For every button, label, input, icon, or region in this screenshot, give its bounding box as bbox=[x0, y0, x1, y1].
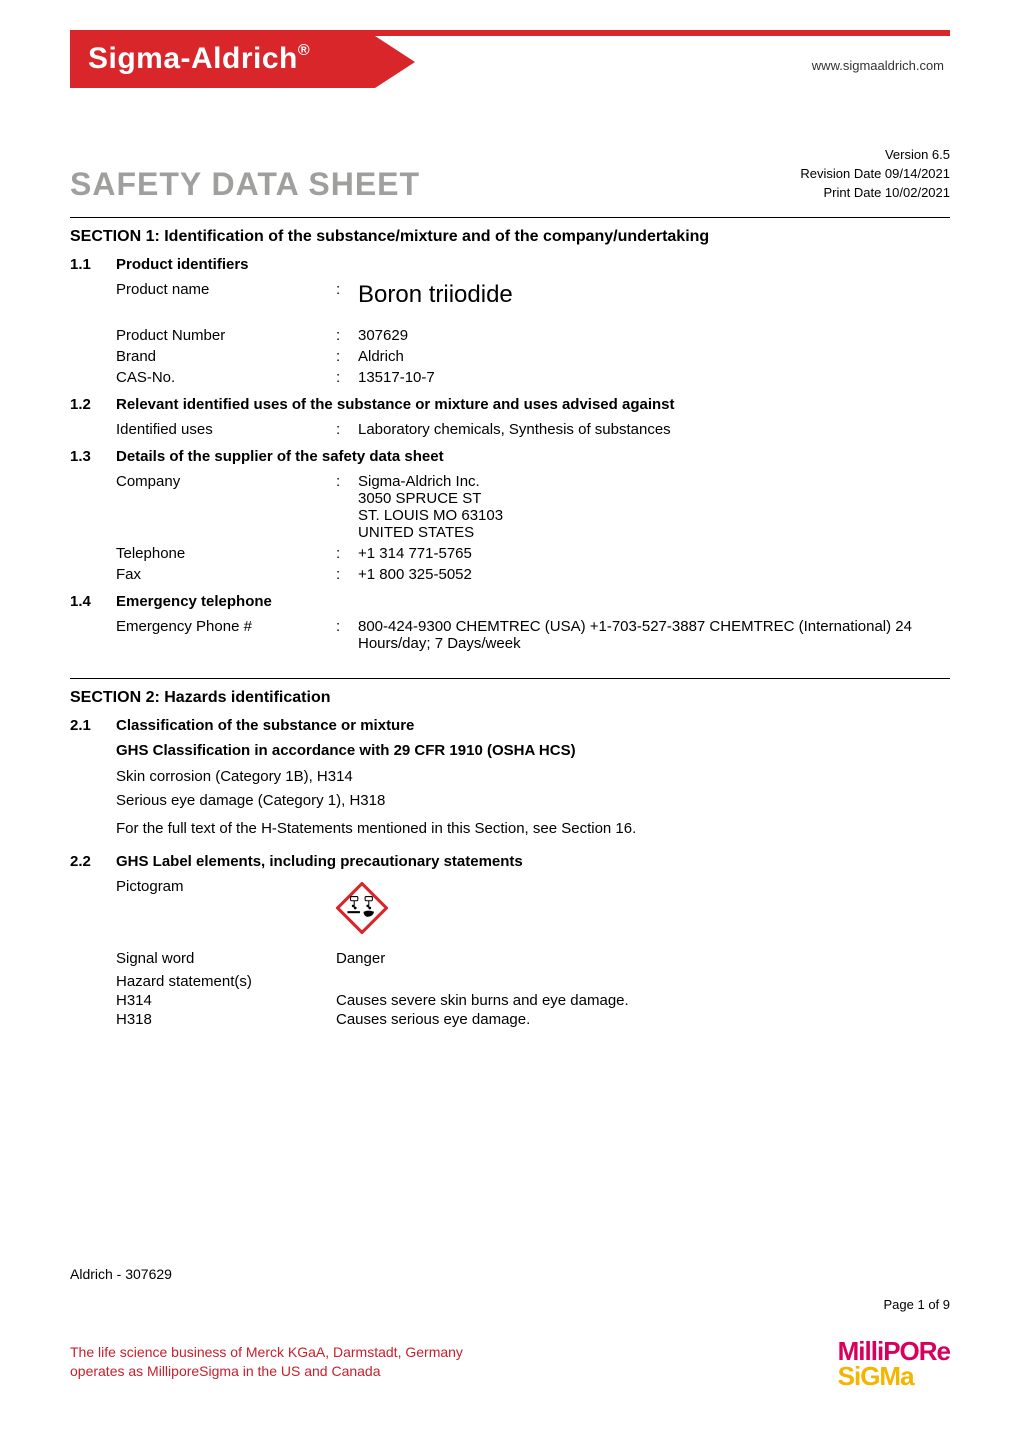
kv-colon: : bbox=[336, 281, 358, 309]
subsection-num: 1.4 bbox=[70, 593, 116, 656]
pictogram-label: Pictogram bbox=[116, 878, 336, 948]
subsection-1-4: 1.4 Emergency telephone Emergency Phone … bbox=[70, 593, 950, 656]
hazard-code: H314 bbox=[116, 992, 336, 1009]
kv-value: Laboratory chemicals, Synthesis of subst… bbox=[358, 421, 950, 438]
kv-product-name: Product name : Boron triiodide bbox=[116, 281, 950, 309]
kv-colon: : bbox=[336, 327, 358, 344]
footer-product-ref: Aldrich - 307629 bbox=[70, 1266, 172, 1282]
subsection-num: 1.2 bbox=[70, 396, 116, 442]
signal-word-value: Danger bbox=[336, 950, 950, 967]
subsection-title: Details of the supplier of the safety da… bbox=[116, 448, 950, 465]
kv-value: 13517-10-7 bbox=[358, 369, 950, 386]
hazard-text: Causes severe skin burns and eye damage. bbox=[336, 992, 950, 1009]
kv-telephone: Telephone : +1 314 771-5765 bbox=[116, 545, 950, 562]
subsection-title: GHS Label elements, including precaution… bbox=[116, 853, 950, 870]
subsection-num: 2.2 bbox=[70, 853, 116, 1030]
classification-footnote: For the full text of the H-Statements me… bbox=[116, 819, 950, 839]
hazard-h318-row: H318 Causes serious eye damage. bbox=[116, 1011, 950, 1028]
kv-brand: Brand : Aldrich bbox=[116, 348, 950, 365]
header-row: Sigma-Aldrich® www.sigmaaldrich.com bbox=[70, 36, 950, 114]
sds-version: Version 6.5 bbox=[800, 146, 950, 165]
kv-colon: : bbox=[336, 473, 358, 490]
sds-revision-date: Revision Date 09/14/2021 bbox=[800, 165, 950, 184]
hazard-h314-row: H314 Causes severe skin burns and eye da… bbox=[116, 992, 950, 1009]
sds-print-date: Print Date 10/02/2021 bbox=[800, 184, 950, 203]
kv-colon: : bbox=[336, 618, 358, 635]
brand-url: www.sigmaaldrich.com bbox=[812, 58, 944, 73]
section1-rule bbox=[70, 217, 950, 218]
kv-colon: : bbox=[336, 566, 358, 583]
milliporesigma-logo: MilliPORe SiGMa bbox=[838, 1336, 950, 1392]
subsection-1-3: 1.3 Details of the supplier of the safet… bbox=[70, 448, 950, 587]
signal-word-label: Signal word bbox=[116, 950, 336, 967]
section2-title: SECTION 2: Hazards identification bbox=[70, 689, 950, 707]
kv-value: Aldrich bbox=[358, 348, 950, 365]
signal-word-row: Signal word Danger bbox=[116, 950, 950, 967]
subsection-2-1: 2.1 Classification of the substance or m… bbox=[70, 717, 950, 848]
kv-value: 800-424-9300 CHEMTREC (USA) +1-703-527-3… bbox=[358, 618, 950, 652]
kv-colon: : bbox=[336, 348, 358, 365]
hazard-statement-blank bbox=[336, 973, 950, 990]
logo-wordmark: Sigma-Aldrich bbox=[88, 42, 298, 75]
kv-value: +1 314 771-5765 bbox=[358, 545, 950, 562]
subsection-title: Relevant identified uses of the substanc… bbox=[116, 396, 950, 413]
subsection-num: 1.1 bbox=[70, 256, 116, 390]
kv-key: Brand bbox=[116, 348, 336, 365]
subsection-num: 2.1 bbox=[70, 717, 116, 848]
subsection-title: Classification of the substance or mixtu… bbox=[116, 717, 950, 734]
page-number: Page 1 of 9 bbox=[884, 1297, 951, 1312]
kv-key: Product Number bbox=[116, 327, 336, 344]
kv-key: CAS-No. bbox=[116, 369, 336, 386]
ghs-classification-title: GHS Classification in accordance with 29… bbox=[116, 742, 950, 759]
kv-key: Product name bbox=[116, 281, 336, 309]
footer-note-line1: The life science business of Merck KGaA,… bbox=[70, 1344, 463, 1360]
kv-value: 307629 bbox=[358, 327, 950, 344]
classification-line: Skin corrosion (Category 1B), H314 bbox=[116, 767, 950, 787]
sds-title-row: SAFETY DATA SHEET Version 6.5 Revision D… bbox=[70, 146, 950, 203]
kv-company: Company : Sigma-Aldrich Inc. 3050 SPRUCE… bbox=[116, 473, 950, 541]
ghs-corrosion-pictogram-icon bbox=[336, 882, 950, 938]
subsection-2-2: 2.2 GHS Label elements, including precau… bbox=[70, 853, 950, 1030]
pictogram-row: Pictogram bbox=[116, 878, 950, 948]
kv-key: Company bbox=[116, 473, 336, 490]
ghs-diamond-icon bbox=[336, 882, 388, 934]
sds-page: Sigma-Aldrich® www.sigmaaldrich.com SAFE… bbox=[0, 0, 1020, 1442]
kv-key: Emergency Phone # bbox=[116, 618, 336, 635]
kv-product-number: Product Number : 307629 bbox=[116, 327, 950, 344]
kv-cas-no: CAS-No. : 13517-10-7 bbox=[116, 369, 950, 386]
subsection-num: 1.3 bbox=[70, 448, 116, 587]
sds-title: SAFETY DATA SHEET bbox=[70, 166, 420, 203]
kv-colon: : bbox=[336, 545, 358, 562]
kv-emergency-phone: Emergency Phone # : 800-424-9300 CHEMTRE… bbox=[116, 618, 950, 652]
footer-legal-note: The life science business of Merck KGaA,… bbox=[70, 1343, 463, 1382]
footer-note-line2: operates as MilliporeSigma in the US and… bbox=[70, 1363, 381, 1379]
sds-meta: Version 6.5 Revision Date 09/14/2021 Pri… bbox=[800, 146, 950, 203]
hazard-statement-label: Hazard statement(s) bbox=[116, 973, 336, 990]
section1-title: SECTION 1: Identification of the substan… bbox=[70, 228, 950, 246]
kv-key: Telephone bbox=[116, 545, 336, 562]
kv-colon: : bbox=[336, 369, 358, 386]
kv-identified-uses: Identified uses : Laboratory chemicals, … bbox=[116, 421, 950, 438]
logo-text: Sigma-Aldrich® bbox=[88, 42, 310, 76]
hazard-code: H318 bbox=[116, 1011, 336, 1028]
kv-key: Fax bbox=[116, 566, 336, 583]
subsection-1-1: 1.1 Product identifiers Product name : B… bbox=[70, 256, 950, 390]
classification-line: Serious eye damage (Category 1), H318 bbox=[116, 791, 950, 811]
kv-colon: : bbox=[336, 421, 358, 438]
hazard-text: Causes serious eye damage. bbox=[336, 1011, 950, 1028]
kv-key: Identified uses bbox=[116, 421, 336, 438]
subsection-1-2: 1.2 Relevant identified uses of the subs… bbox=[70, 396, 950, 442]
logo-registered: ® bbox=[298, 42, 310, 59]
sigma-aldrich-logo: Sigma-Aldrich® bbox=[70, 36, 410, 114]
subsection-title: Product identifiers bbox=[116, 256, 950, 273]
kv-value: +1 800 325-5052 bbox=[358, 566, 950, 583]
hazard-statement-heading: Hazard statement(s) bbox=[116, 973, 950, 990]
kv-value: Boron triiodide bbox=[358, 281, 950, 309]
section2-rule bbox=[70, 678, 950, 679]
kv-fax: Fax : +1 800 325-5052 bbox=[116, 566, 950, 583]
kv-value: Sigma-Aldrich Inc. 3050 SPRUCE ST ST. LO… bbox=[358, 473, 950, 541]
subsection-title: Emergency telephone bbox=[116, 593, 950, 610]
